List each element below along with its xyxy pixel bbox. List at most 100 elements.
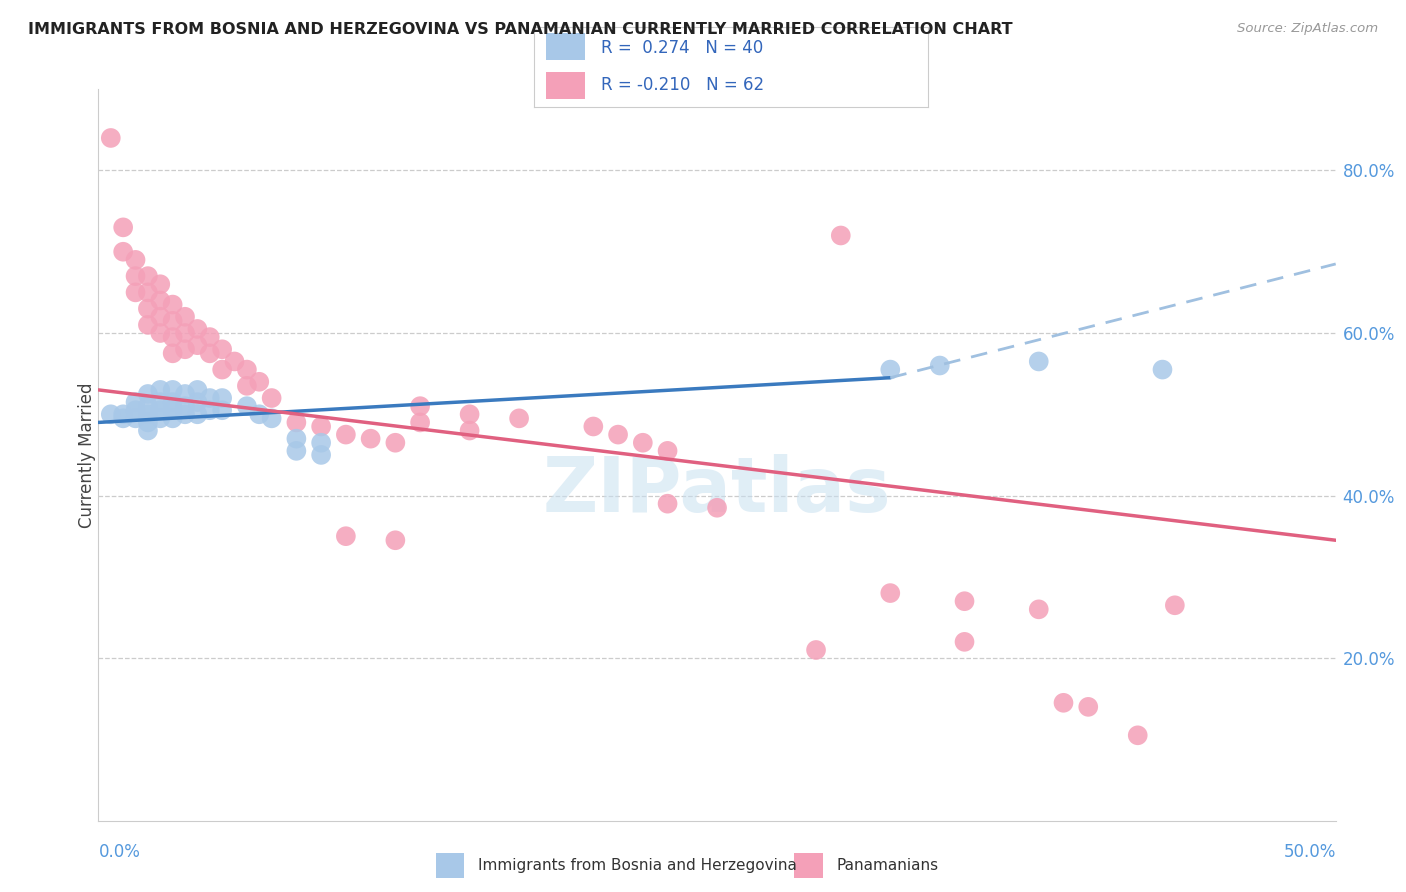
Point bbox=[124, 403, 146, 417]
Point bbox=[162, 403, 184, 417]
Point bbox=[211, 343, 233, 357]
Bar bbox=[546, 33, 585, 61]
Bar bbox=[794, 853, 823, 878]
Point bbox=[136, 387, 159, 401]
Point bbox=[236, 362, 259, 376]
Text: 0.0%: 0.0% bbox=[98, 843, 141, 861]
Point bbox=[1164, 599, 1187, 613]
Point bbox=[1077, 699, 1099, 714]
Point bbox=[285, 432, 308, 446]
Text: Immigrants from Bosnia and Herzegovina: Immigrants from Bosnia and Herzegovina bbox=[478, 858, 797, 872]
Point bbox=[136, 424, 159, 438]
Point bbox=[198, 346, 221, 360]
Bar bbox=[436, 853, 464, 878]
Point bbox=[136, 285, 159, 300]
Point bbox=[260, 391, 283, 405]
Point bbox=[186, 338, 208, 352]
Point bbox=[309, 435, 332, 450]
Point bbox=[458, 407, 481, 421]
Point bbox=[136, 399, 159, 413]
Point bbox=[285, 416, 308, 430]
Point bbox=[335, 529, 357, 543]
Point bbox=[458, 424, 481, 438]
Point bbox=[1126, 728, 1149, 742]
Point bbox=[124, 269, 146, 284]
Point bbox=[149, 310, 172, 324]
Point bbox=[162, 297, 184, 311]
Point bbox=[174, 310, 197, 324]
Point bbox=[136, 318, 159, 332]
Point bbox=[149, 277, 172, 292]
Point bbox=[309, 448, 332, 462]
Text: Source: ZipAtlas.com: Source: ZipAtlas.com bbox=[1237, 22, 1378, 36]
Point bbox=[582, 419, 605, 434]
Point bbox=[162, 330, 184, 344]
Point bbox=[124, 395, 146, 409]
Point bbox=[198, 330, 221, 344]
Point bbox=[174, 387, 197, 401]
Point bbox=[384, 533, 406, 548]
Point bbox=[211, 362, 233, 376]
Point bbox=[409, 399, 432, 413]
Point bbox=[136, 407, 159, 421]
Point bbox=[657, 443, 679, 458]
Point bbox=[953, 594, 976, 608]
Point bbox=[186, 322, 208, 336]
Point bbox=[162, 314, 184, 328]
Point bbox=[953, 635, 976, 649]
Point bbox=[186, 407, 208, 421]
Point bbox=[285, 443, 308, 458]
Point bbox=[236, 379, 259, 393]
Point bbox=[830, 228, 852, 243]
Point bbox=[162, 383, 184, 397]
Point bbox=[607, 427, 630, 442]
Point bbox=[149, 403, 172, 417]
Point bbox=[211, 391, 233, 405]
Point bbox=[174, 343, 197, 357]
Point bbox=[100, 407, 122, 421]
Point bbox=[211, 403, 233, 417]
Point bbox=[124, 252, 146, 267]
Point bbox=[100, 131, 122, 145]
Point bbox=[186, 383, 208, 397]
Point bbox=[247, 407, 270, 421]
Point bbox=[1052, 696, 1074, 710]
Point bbox=[1028, 602, 1050, 616]
Point bbox=[928, 359, 950, 373]
Point bbox=[879, 586, 901, 600]
Point bbox=[631, 435, 654, 450]
Point bbox=[124, 411, 146, 425]
Point bbox=[174, 407, 197, 421]
Point bbox=[224, 354, 246, 368]
Point bbox=[149, 411, 172, 425]
Point bbox=[360, 432, 382, 446]
Point bbox=[149, 293, 172, 308]
Bar bbox=[546, 71, 585, 99]
Point bbox=[112, 411, 135, 425]
Point bbox=[247, 375, 270, 389]
Point bbox=[198, 391, 221, 405]
Point bbox=[879, 362, 901, 376]
Point bbox=[309, 419, 332, 434]
Point bbox=[236, 399, 259, 413]
Point bbox=[260, 411, 283, 425]
Point bbox=[174, 326, 197, 340]
Point bbox=[804, 643, 827, 657]
Point bbox=[124, 285, 146, 300]
Point bbox=[335, 427, 357, 442]
Point bbox=[149, 395, 172, 409]
Point bbox=[409, 416, 432, 430]
Text: R =  0.274   N = 40: R = 0.274 N = 40 bbox=[602, 38, 763, 56]
Point bbox=[112, 220, 135, 235]
Point bbox=[384, 435, 406, 450]
Point bbox=[112, 407, 135, 421]
Text: Panamanians: Panamanians bbox=[837, 858, 939, 872]
Text: IMMIGRANTS FROM BOSNIA AND HERZEGOVINA VS PANAMANIAN CURRENTLY MARRIED CORRELATI: IMMIGRANTS FROM BOSNIA AND HERZEGOVINA V… bbox=[28, 22, 1012, 37]
Y-axis label: Currently Married: Currently Married bbox=[79, 382, 96, 528]
Point bbox=[162, 411, 184, 425]
Point bbox=[1028, 354, 1050, 368]
Point bbox=[149, 383, 172, 397]
Point bbox=[162, 346, 184, 360]
Point bbox=[1152, 362, 1174, 376]
Point bbox=[112, 244, 135, 259]
